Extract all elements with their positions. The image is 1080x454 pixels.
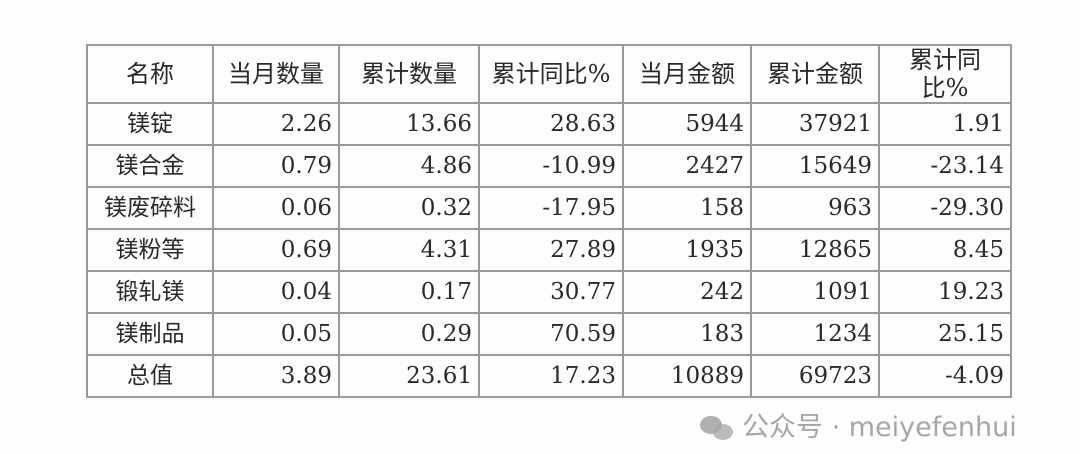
value-cell: 0.69 [212,228,340,272]
value-cell: -29.30 [878,186,1012,230]
value-cell: 183 [622,312,752,356]
value-cell: 1.91 [878,102,1012,146]
value-cell: 2427 [622,144,752,188]
watermark-text: 公众号 · meiyefenhui [742,412,1017,443]
table-row: 锻轧镁 0.04 0.17 30.77 242 1091 19.23 [86,270,1012,314]
value-cell: 242 [622,270,752,314]
column-header: 当月金额 [622,44,752,104]
value-cell: 27.89 [478,228,624,272]
value-cell: 70.59 [478,312,624,356]
value-cell: 28.63 [478,102,624,146]
value-cell: 1091 [750,270,880,314]
value-cell: -23.14 [878,144,1012,188]
value-cell: 13.66 [338,102,480,146]
row-name-cell: 镁粉等 [86,228,214,272]
table-row: 镁合金 0.79 4.86 -10.99 2427 15649 -23.14 [86,144,1012,188]
value-cell: 0.04 [212,270,340,314]
table-row: 镁制品 0.05 0.29 70.59 183 1234 25.15 [86,312,1012,356]
value-cell: 5944 [622,102,752,146]
column-header: 累计同比% [478,44,624,104]
value-cell: 69723 [750,354,880,398]
value-cell: 12865 [750,228,880,272]
row-name-cell: 镁废碎料 [86,186,214,230]
value-cell: 0.05 [212,312,340,356]
value-cell: 3.89 [212,354,340,398]
row-name-cell: 镁制品 [86,312,214,356]
value-cell: 37921 [750,102,880,146]
table-row: 镁废碎料 0.06 0.32 -17.95 158 963 -29.30 [86,186,1012,230]
value-cell: 0.32 [338,186,480,230]
data-table: 名称 当月数量 累计数量 累计同比% 当月金额 累计金额 累计同比% 镁锭 2.2… [86,44,1012,398]
row-name-cell: 镁锭 [86,102,214,146]
row-name-cell: 锻轧镁 [86,270,214,314]
value-cell: -10.99 [478,144,624,188]
table-row: 镁粉等 0.69 4.31 27.89 1935 12865 8.45 [86,228,1012,272]
row-name-cell: 镁合金 [86,144,214,188]
value-cell: -4.09 [878,354,1012,398]
wechat-icon [700,414,734,442]
table-header-row: 名称 当月数量 累计数量 累计同比% 当月金额 累计金额 累计同比% [86,44,1012,104]
column-header: 名称 [86,44,214,104]
value-cell: 158 [622,186,752,230]
table-body: 镁锭 2.26 13.66 28.63 5944 37921 1.91 镁合金 0.79 4.86… [86,102,1012,398]
value-cell: 17.23 [478,354,624,398]
column-header: 累计同比% [878,44,1012,104]
value-cell: 0.17 [338,270,480,314]
value-cell: 2.26 [212,102,340,146]
value-cell: 10889 [622,354,752,398]
value-cell: 1234 [750,312,880,356]
value-cell: 30.77 [478,270,624,314]
value-cell: 4.86 [338,144,480,188]
value-cell: 1935 [622,228,752,272]
column-header: 累计数量 [338,44,480,104]
watermark: 公众号 · meiyefenhui [700,410,1017,446]
column-header: 当月数量 [212,44,340,104]
value-cell: 15649 [750,144,880,188]
table-row: 镁锭 2.26 13.66 28.63 5944 37921 1.91 [86,102,1012,146]
row-name-cell: 总值 [86,354,214,398]
column-header: 累计金额 [750,44,880,104]
value-cell: 4.31 [338,228,480,272]
value-cell: 25.15 [878,312,1012,356]
value-cell: 23.61 [338,354,480,398]
value-cell: 0.79 [212,144,340,188]
value-cell: 963 [750,186,880,230]
table-row: 总值 3.89 23.61 17.23 10889 69723 -4.09 [86,354,1012,398]
value-cell: 19.23 [878,270,1012,314]
value-cell: 0.29 [338,312,480,356]
value-cell: 8.45 [878,228,1012,272]
value-cell: -17.95 [478,186,624,230]
value-cell: 0.06 [212,186,340,230]
